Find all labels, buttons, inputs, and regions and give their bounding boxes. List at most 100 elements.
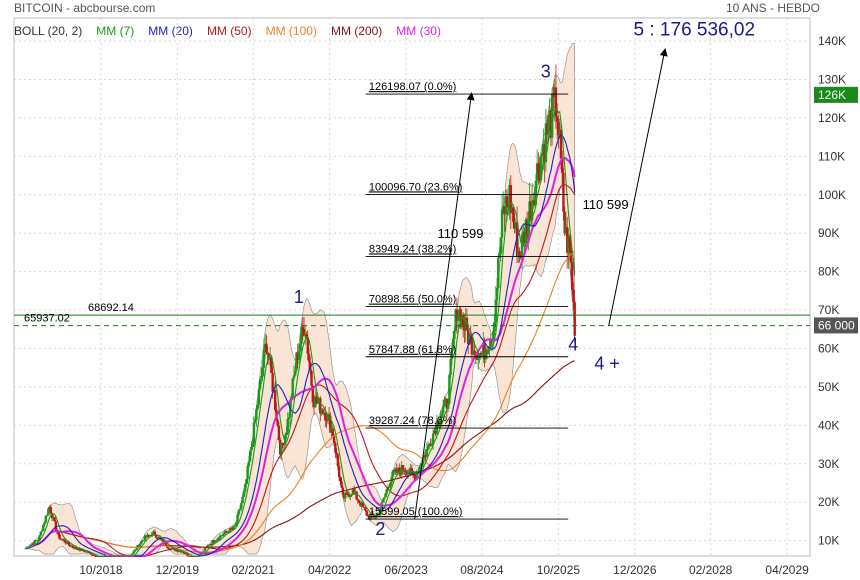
candle (538, 173, 541, 181)
candle (329, 416, 332, 433)
candle (554, 87, 558, 117)
candle (151, 532, 154, 536)
legend-item: MM (7) (96, 24, 135, 38)
candle (340, 481, 343, 488)
y-tick-label: 100K (818, 188, 846, 202)
candle (320, 409, 323, 414)
candle (277, 425, 281, 440)
candle (217, 538, 220, 540)
candle (564, 227, 568, 234)
wave-label: 2 (375, 519, 385, 539)
candle (131, 553, 134, 556)
candle (418, 467, 421, 474)
candle (300, 326, 303, 344)
candle (415, 472, 419, 480)
candle (396, 467, 400, 473)
candle (223, 531, 227, 534)
candle (513, 221, 516, 229)
candle (385, 489, 388, 494)
candle (497, 257, 500, 288)
wave-label: 3 (541, 62, 551, 82)
candle (399, 471, 402, 475)
candle (443, 399, 446, 407)
candle (394, 468, 397, 472)
candle (523, 231, 526, 244)
candle (482, 342, 485, 356)
candle (73, 546, 76, 549)
candle (188, 556, 192, 557)
candle (181, 551, 184, 553)
candle (77, 548, 80, 551)
candle (268, 357, 272, 360)
candle (241, 496, 244, 504)
candle (319, 398, 322, 414)
candle (50, 513, 54, 519)
candle (429, 443, 432, 446)
candle (336, 454, 340, 466)
candle (460, 315, 464, 328)
candle (351, 489, 355, 495)
candle (256, 404, 259, 410)
candle (504, 196, 507, 215)
candle (203, 547, 207, 552)
candle (355, 491, 358, 500)
candle (258, 379, 262, 390)
legend-item: MM (50) (206, 24, 252, 38)
candle (270, 357, 273, 373)
candle (470, 336, 474, 355)
candle (356, 499, 360, 501)
legend: BOLL (20, 2) MM (7) MM (20) MM (50) MM (100)… (14, 22, 441, 40)
candle (440, 413, 444, 418)
candle (430, 443, 434, 446)
level-label: 68692.14 (88, 302, 134, 314)
candle (218, 535, 222, 540)
candle (285, 433, 288, 436)
candle (405, 471, 408, 475)
y-tick-label: 60K (818, 341, 839, 355)
price-tag-label: 126K (818, 88, 846, 102)
y-tick-label: 110K (818, 149, 845, 163)
candle (144, 535, 148, 538)
y-tick-label: 140K (818, 34, 846, 48)
y-tick-label: 30K (818, 457, 839, 471)
candle (533, 200, 536, 205)
candle (266, 352, 269, 354)
x-tick-label: 04/2022 (308, 563, 352, 577)
candle (54, 521, 58, 530)
candle (458, 309, 461, 315)
candle (456, 314, 460, 322)
y-tick-label: 50K (818, 380, 839, 394)
candle (365, 510, 368, 516)
candle (62, 539, 65, 541)
candle (174, 549, 178, 551)
fib-label: 39287.24 (78.6%) (369, 415, 456, 427)
candle (408, 472, 411, 474)
legend-item: BOLL (20, 2) (14, 24, 83, 38)
candle (436, 421, 440, 426)
moving-average-line (25, 107, 576, 557)
candle (248, 450, 252, 462)
candle (566, 227, 569, 253)
candle (271, 372, 274, 392)
x-tick-label: 08/2024 (460, 563, 504, 577)
candle (563, 211, 566, 234)
candle (242, 491, 246, 497)
candle (257, 389, 261, 405)
candle (325, 420, 328, 422)
candle (414, 476, 417, 480)
candle (142, 540, 145, 542)
candle (366, 515, 370, 517)
candle (78, 548, 81, 551)
candle (280, 442, 283, 455)
candle (507, 202, 510, 208)
candle (316, 402, 319, 404)
y-tick-label: 20K (818, 495, 839, 509)
candle (225, 531, 228, 533)
candle (505, 196, 509, 203)
candle (173, 548, 177, 551)
candle (346, 492, 350, 496)
candle (448, 374, 451, 404)
candle (573, 301, 576, 336)
candle (439, 417, 442, 424)
